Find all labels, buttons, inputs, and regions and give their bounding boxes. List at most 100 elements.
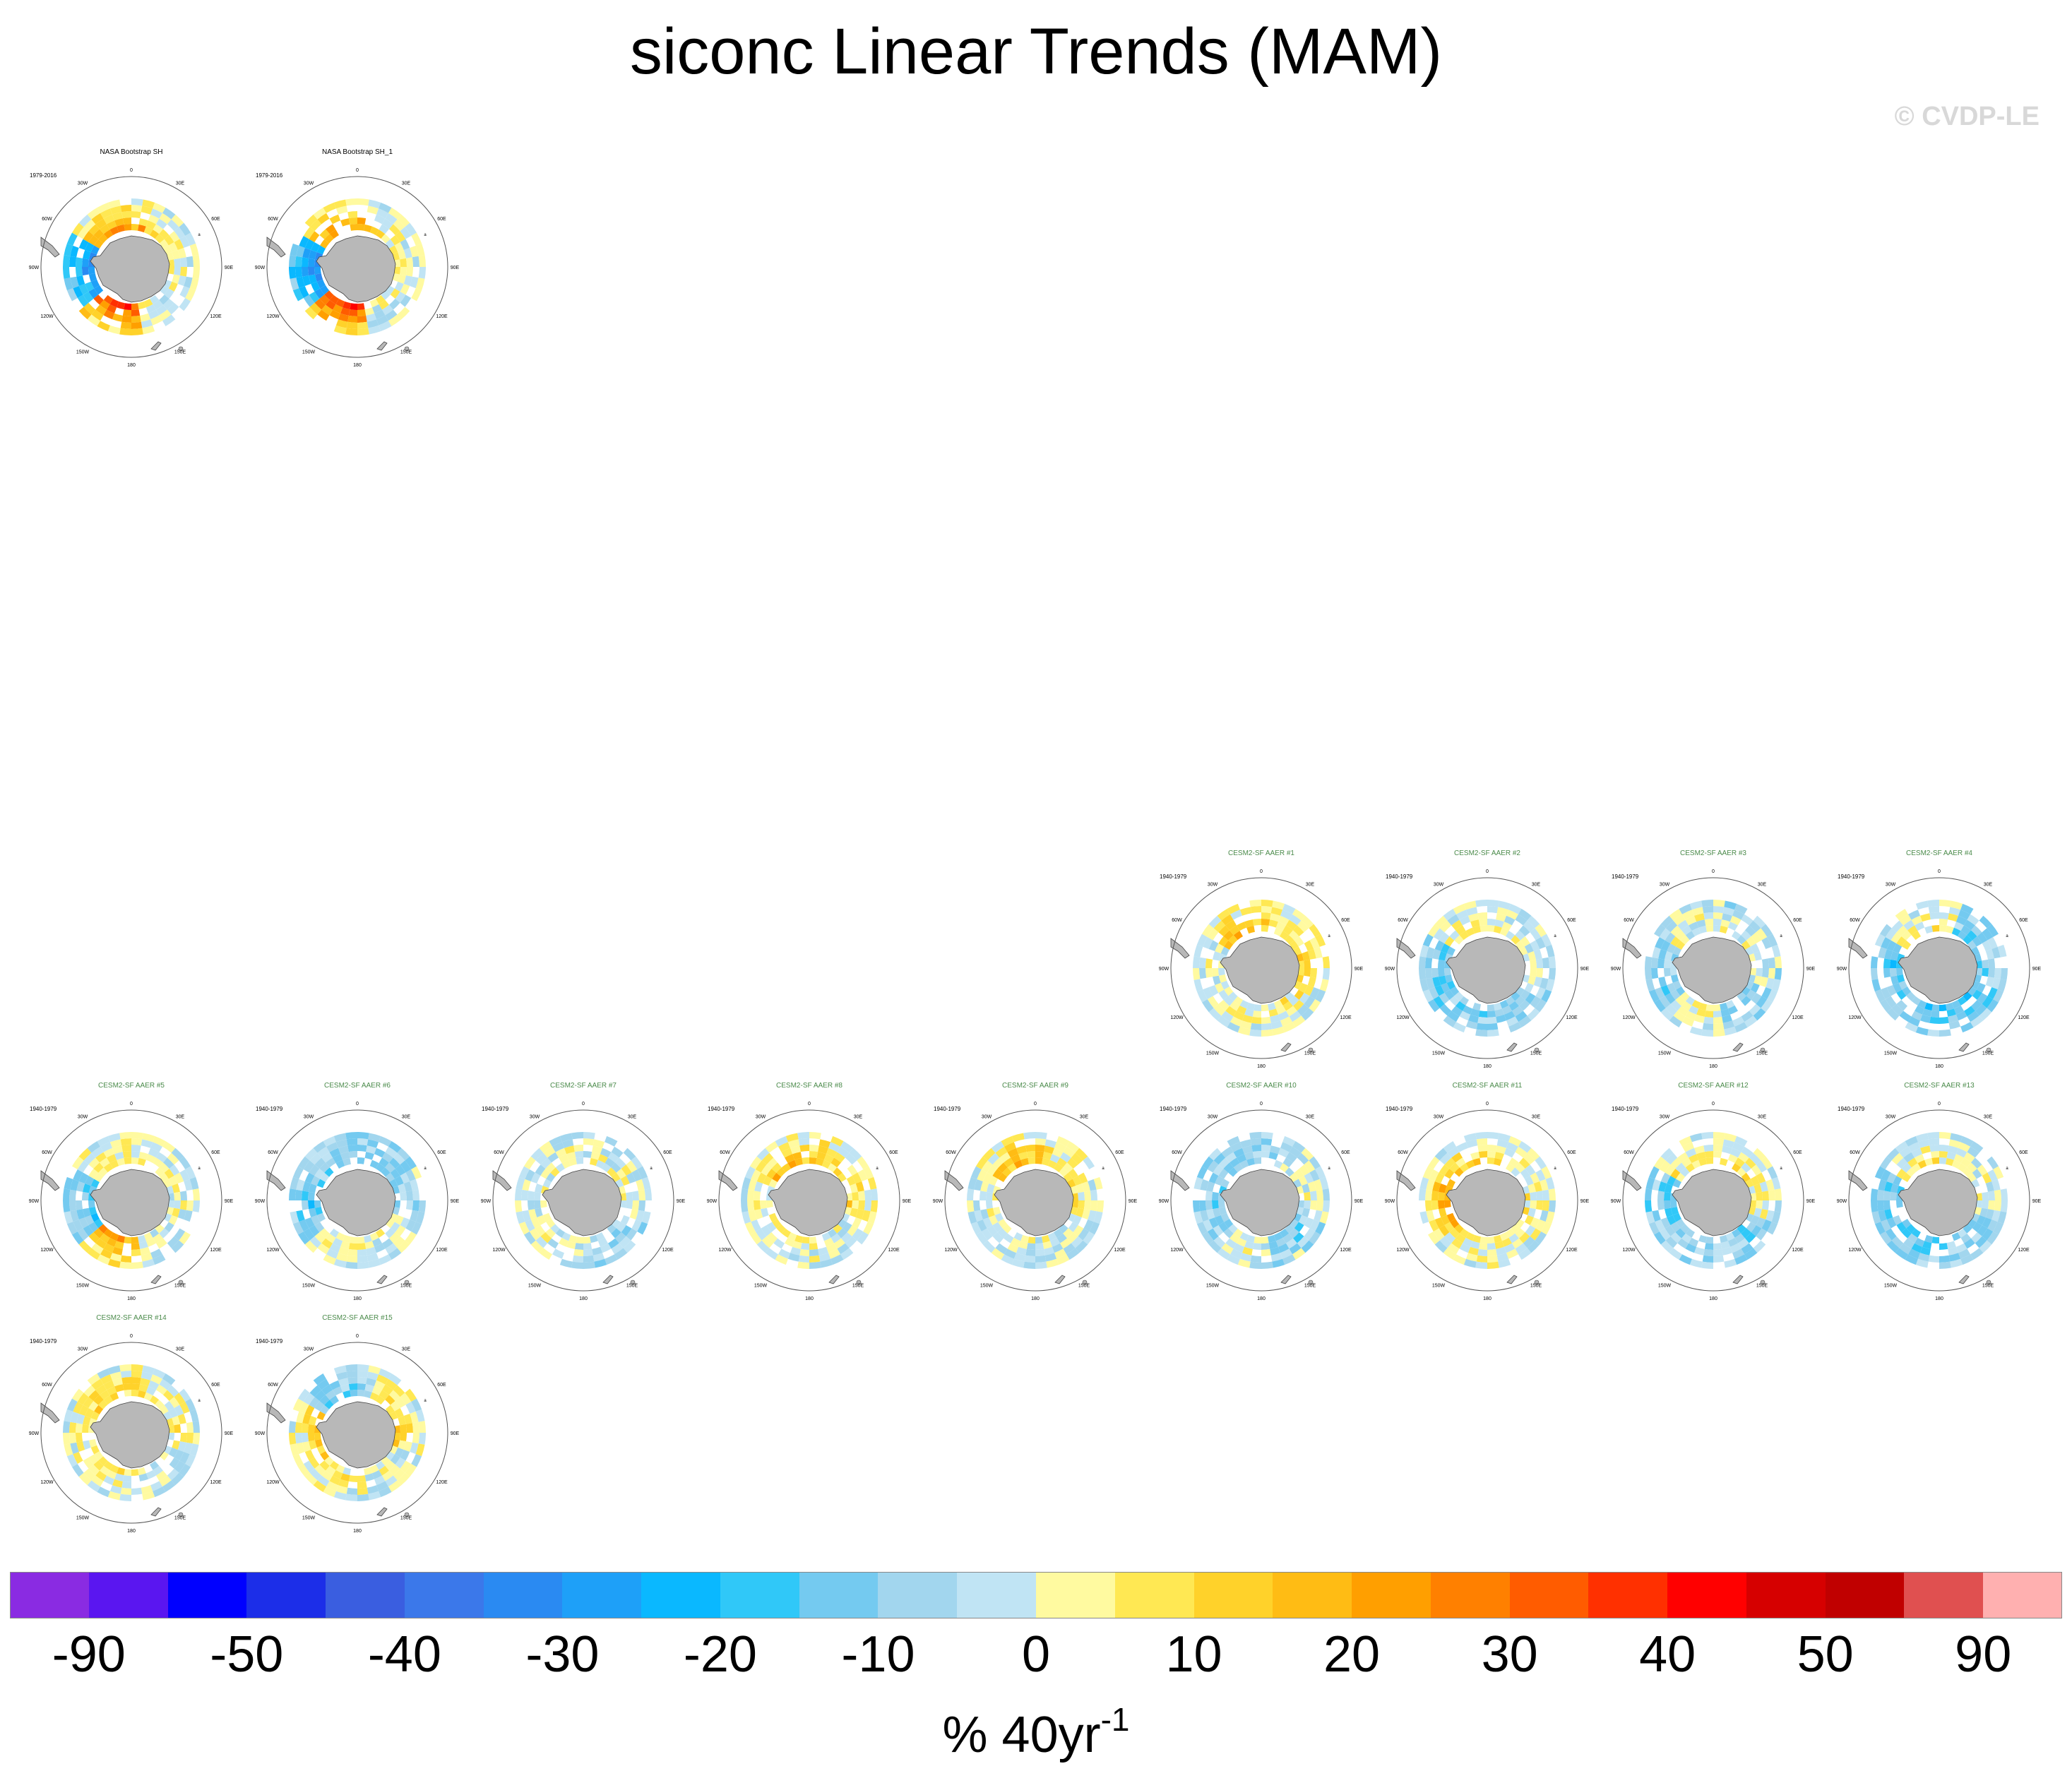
trend-cell (540, 1157, 552, 1169)
trend-cell (357, 1138, 369, 1146)
trend-cell (314, 1169, 325, 1179)
trend-cell (1729, 1147, 1741, 1158)
trend-cell (1960, 1254, 1974, 1265)
trend-cell (1467, 1246, 1479, 1256)
trend-cell (1756, 1217, 1766, 1229)
trend-cell (64, 243, 73, 256)
trend-cell (309, 1225, 320, 1236)
trend-cell (1268, 919, 1278, 928)
trend-cell (1676, 1172, 1686, 1182)
trend-cell (1530, 968, 1537, 977)
trend-cell (302, 1433, 309, 1443)
trend-cell (1309, 924, 1321, 937)
trend-cell (1422, 989, 1434, 1003)
meridian-label: 150W (1884, 1051, 1898, 1056)
trend-cell (1689, 922, 1699, 931)
trend-cell (374, 214, 386, 225)
trend-cell (1056, 1135, 1070, 1147)
trend-cell (1766, 977, 1775, 990)
trend-cell (1768, 1189, 1775, 1200)
trend-cell (792, 1241, 802, 1249)
trend-cell (1660, 1172, 1671, 1184)
trend-cell (333, 325, 347, 335)
trend-cell (1685, 1147, 1697, 1158)
trend-cell (1924, 1234, 1933, 1244)
map-panel: CESM2-SF AAER #15 1940-1979 0 30E 60E 90E 120E… (251, 1307, 463, 1540)
trend-cell (169, 1457, 180, 1469)
trend-cell (76, 267, 83, 277)
trend-cell (1239, 1139, 1252, 1148)
panel-title: CESM2-SF AAER #3 (1680, 849, 1746, 857)
trend-cell (594, 1258, 607, 1268)
trend-cell (1946, 1157, 1954, 1167)
trend-cell (63, 1421, 71, 1433)
colorbar-tick-label: 90 (1955, 1626, 2012, 1683)
trend-cell (155, 1224, 165, 1234)
meridian-label: 120W (1622, 1248, 1636, 1253)
trend-cell (1768, 968, 1775, 979)
trend-cell (369, 1465, 379, 1474)
trend-cell (1083, 1220, 1094, 1232)
trend-cell (1221, 914, 1234, 926)
trend-cell (1233, 1147, 1245, 1158)
trend-cell (864, 1189, 871, 1200)
trend-cell (326, 299, 336, 310)
trend-cell (382, 304, 393, 316)
trend-cell (530, 1240, 544, 1253)
trend-cell (1979, 915, 1992, 929)
trend-cell (1261, 919, 1270, 926)
trend-cell (145, 220, 156, 230)
trend-cell (73, 286, 83, 298)
trend-cell (1946, 1241, 1956, 1249)
trend-cell (1427, 1156, 1440, 1169)
meridian-label: 150E (1982, 1051, 1994, 1056)
meridian-label: 90W (1611, 967, 1621, 972)
trend-cell (1081, 1181, 1090, 1192)
trend-cell (1309, 1191, 1317, 1200)
south-america-landmass (1396, 938, 1416, 959)
trend-cell (148, 214, 160, 225)
trend-cell (772, 1172, 782, 1182)
trend-cell (76, 1181, 85, 1192)
trend-cell (1672, 1179, 1681, 1188)
trend-cell (550, 1224, 560, 1234)
meridian-label: 90E (1354, 1199, 1364, 1204)
trend-cell (63, 255, 71, 267)
trend-cell (1273, 927, 1283, 936)
trend-cell (400, 1217, 410, 1229)
trend-cell (1487, 1029, 1499, 1037)
trend-cell (1419, 1211, 1429, 1224)
trend-cell (530, 1147, 544, 1161)
trend-cell (400, 267, 407, 276)
trend-cell (1963, 1167, 1972, 1177)
trend-cell (1754, 951, 1762, 961)
trend-cell (1056, 1254, 1070, 1265)
trend-cell (1878, 946, 1887, 959)
trend-cell (319, 229, 330, 239)
trend-cell (316, 1445, 326, 1455)
trend-cell (1693, 1014, 1705, 1023)
trend-cell (1205, 1200, 1213, 1210)
trend-cell (1042, 1152, 1052, 1160)
trend-cell (107, 1237, 117, 1247)
trend-cell (292, 1222, 304, 1235)
trend-cell (1528, 1208, 1536, 1217)
trend-cell (340, 1473, 350, 1481)
trend-cell (66, 1454, 78, 1467)
trend-cell (809, 1261, 821, 1269)
ocean-marker: a (424, 233, 427, 237)
trend-cell (83, 1416, 91, 1426)
trend-cell (1939, 900, 1951, 907)
trend-cell (159, 213, 172, 225)
trend-cell (1891, 1152, 1904, 1165)
trend-cell (1068, 1169, 1078, 1179)
trend-cell (94, 285, 104, 295)
trend-cell (179, 298, 191, 311)
trend-cell (1771, 1211, 1781, 1224)
trend-cell (1439, 951, 1447, 961)
trend-cell (1541, 1166, 1552, 1179)
trend-cell (1237, 1237, 1247, 1247)
trend-cell (313, 1373, 326, 1385)
colorbar-swatch (1114, 1572, 1195, 1618)
trend-cell (614, 1248, 628, 1260)
